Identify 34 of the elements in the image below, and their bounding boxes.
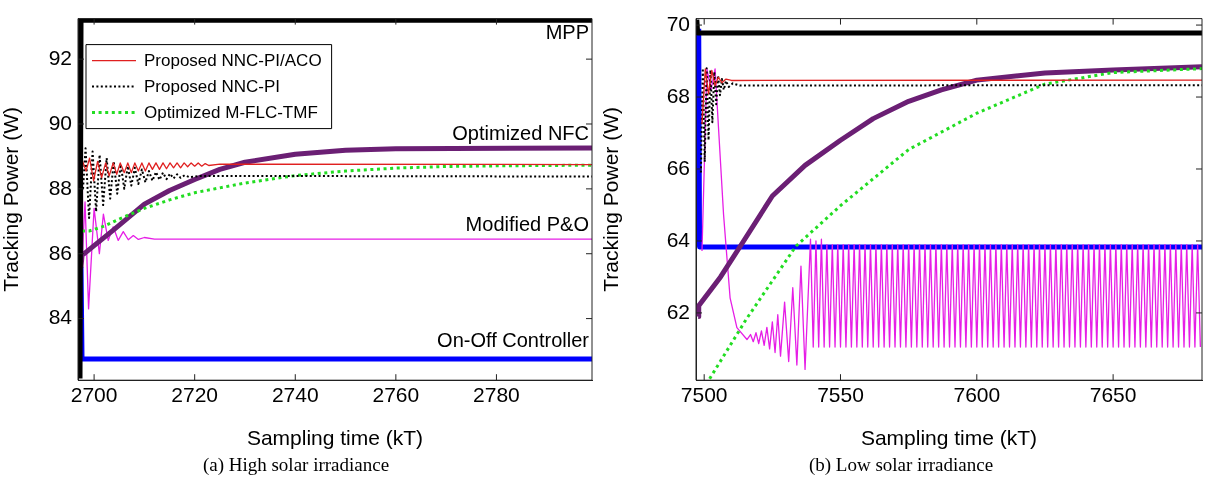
y-tick-label: 62 <box>666 299 690 323</box>
x-tick-label: 7550 <box>817 382 864 406</box>
x-tick-label: 7500 <box>680 382 728 406</box>
x-axis-title: Sampling time (kT) <box>246 426 424 450</box>
x-tick-label: 2740 <box>271 382 319 406</box>
x-tick-label: 2780 <box>473 382 520 406</box>
y-tick-label: 70 <box>666 11 690 35</box>
x-tick-label: 2760 <box>372 382 420 406</box>
line-series <box>699 67 1202 174</box>
y-tick-label: 68 <box>666 83 690 107</box>
y-tick-label: 88 <box>48 175 72 199</box>
annotation: MPP <box>545 20 589 43</box>
x-tick-label: 7650 <box>1089 382 1137 406</box>
x-tick-label: 2700 <box>70 382 118 406</box>
y-tick-label: 64 <box>666 227 691 251</box>
annotation: On-Off Controller <box>437 328 590 351</box>
annotation: Optimized NFC <box>452 121 589 144</box>
x-axis-title: Sampling time (kT) <box>860 426 1038 450</box>
y-tick-label: 92 <box>48 45 72 69</box>
x-tick-label: 2720 <box>171 382 219 406</box>
text: (b) Low solar irradiance <box>808 453 994 476</box>
text: (a) High solar irradiance <box>202 453 390 476</box>
y-tick-label: 66 <box>666 155 690 179</box>
y-tick-label: 90 <box>48 110 72 134</box>
y-tick-label: 84 <box>48 305 73 329</box>
annotation: Modified P&O <box>465 213 589 236</box>
y-axis-title: Tracking Power (W) <box>0 107 23 292</box>
legend-label: Proposed NNC-PI <box>144 77 281 97</box>
x-tick-label: 7600 <box>953 382 1001 406</box>
line-series <box>80 163 592 233</box>
y-tick-label: 86 <box>48 240 72 264</box>
y-axis-title: Tracking Power (W) <box>599 107 623 292</box>
legend-label: Proposed NNC-PI/ACO <box>144 51 322 71</box>
legend-label: Optimized M-FLC-TMF <box>144 103 318 123</box>
